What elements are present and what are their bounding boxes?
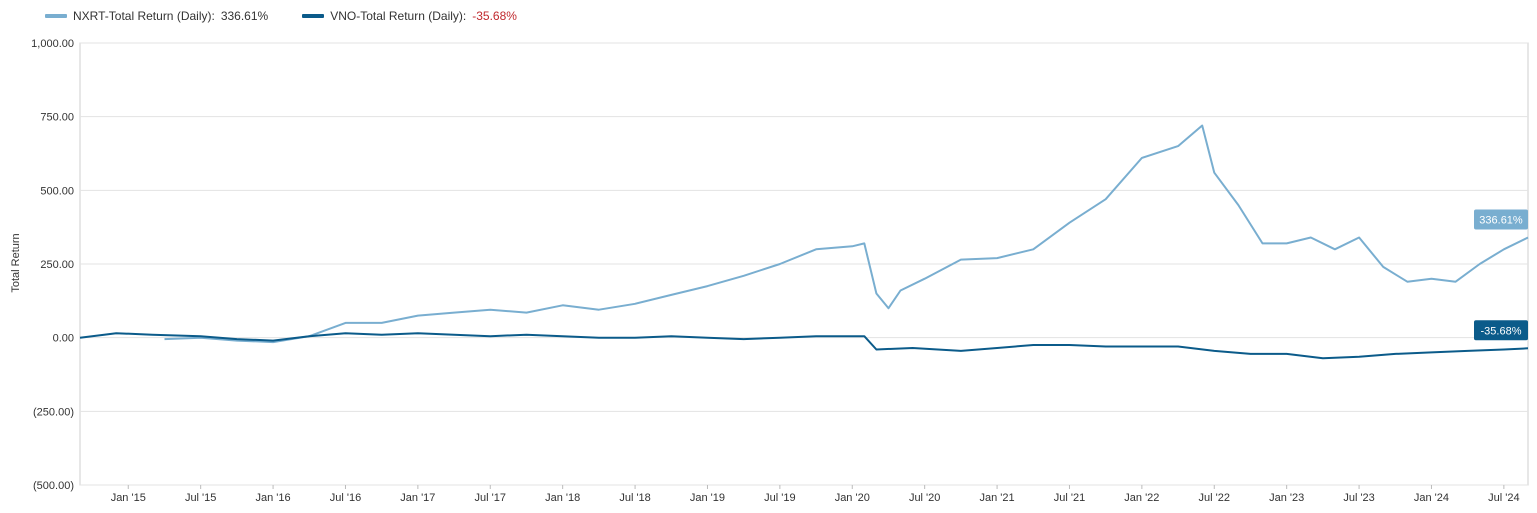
chart-legend: NXRT-Total Return (Daily): 336.61% VNO-T… xyxy=(45,9,517,23)
nxrt-series-line xyxy=(164,124,1529,344)
grid-lines xyxy=(79,42,1529,486)
legend-value-nxrt: 336.61% xyxy=(220,9,269,23)
x-tick-label: Jul '23 xyxy=(1343,492,1374,504)
end-labels: 336.61% -35.68% xyxy=(1474,209,1528,341)
y-tick-label: 250.00 xyxy=(40,259,74,271)
legend-swatch-vno xyxy=(302,14,325,18)
x-tick-label: Jan '24 xyxy=(1414,492,1449,504)
x-tick-label: Jan '20 xyxy=(835,492,870,504)
y-tick-label: 500.00 xyxy=(40,185,74,197)
x-tick-label: Jan '17 xyxy=(400,492,435,504)
x-tick-label: Jan '23 xyxy=(1269,492,1304,504)
vno-end-label: -35.68% xyxy=(1474,320,1528,341)
legend-label-vno: VNO-Total Return (Daily): xyxy=(330,9,467,23)
y-axis-label: Total Return xyxy=(10,233,22,292)
legend-label-nxrt: NXRT-Total Return (Daily): xyxy=(73,9,215,23)
x-tick-label: Jul '22 xyxy=(1199,492,1230,504)
x-tick-label: Jul '17 xyxy=(475,492,506,504)
x-tick-label: Jan '21 xyxy=(979,492,1014,504)
y-axis-ticks: 1,000.00 750.00 500.00 250.00 0.00 (250.00) (5… xyxy=(31,38,74,492)
vno-series-line xyxy=(79,332,1529,360)
legend-value-vno: -35.68% xyxy=(472,9,517,23)
x-tick-label: Jul '21 xyxy=(1054,492,1085,504)
x-axis-ticks: Jan '15 Jul '15 Jan '16 Jul '16 Jan '17 Jul '… xyxy=(111,485,1520,504)
x-tick-label: Jul '15 xyxy=(185,492,216,504)
y-tick-label: (500.00) xyxy=(33,480,74,492)
y-tick-label: (250.00) xyxy=(33,406,74,418)
vno-end-label-text: -35.68% xyxy=(1481,325,1522,337)
series-lines xyxy=(79,124,1529,360)
x-tick-label: Jan '19 xyxy=(690,492,725,504)
y-tick-label: 750.00 xyxy=(40,112,74,124)
vno-end-label-box xyxy=(1474,320,1528,341)
nxrt-end-label-text: 336.61% xyxy=(1479,214,1523,226)
legend-swatch-nxrt xyxy=(45,14,67,18)
y-tick-label: 0.00 xyxy=(53,333,74,345)
x-tick-label: Jul '24 xyxy=(1488,492,1519,504)
x-tick-label: Jan '18 xyxy=(545,492,580,504)
y-tick-label: 1,000.00 xyxy=(31,38,74,50)
nxrt-end-label: 336.61% xyxy=(1474,209,1528,230)
x-tick-label: Jul '20 xyxy=(909,492,940,504)
x-tick-label: Jul '18 xyxy=(619,492,650,504)
legend-item-nxrt[interactable]: NXRT-Total Return (Daily): 336.61% xyxy=(45,9,268,23)
x-tick-label: Jan '16 xyxy=(255,492,290,504)
x-tick-label: Jan '22 xyxy=(1124,492,1159,504)
x-tick-label: Jul '16 xyxy=(330,492,361,504)
nxrt-end-label-box xyxy=(1474,209,1528,230)
x-tick-label: Jan '15 xyxy=(111,492,146,504)
x-tick-label: Jul '19 xyxy=(764,492,795,504)
legend-item-vno[interactable]: VNO-Total Return (Daily): -35.68% xyxy=(302,9,517,23)
